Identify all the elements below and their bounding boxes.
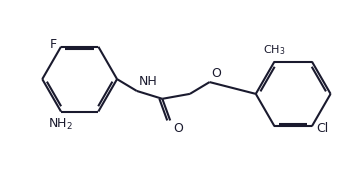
Text: F: F — [50, 38, 57, 51]
Text: Cl: Cl — [316, 122, 328, 135]
Text: NH: NH — [139, 75, 158, 88]
Text: O: O — [211, 67, 221, 80]
Text: O: O — [173, 122, 183, 135]
Text: NH$_2$: NH$_2$ — [48, 116, 74, 132]
Text: CH$_3$: CH$_3$ — [263, 43, 286, 57]
